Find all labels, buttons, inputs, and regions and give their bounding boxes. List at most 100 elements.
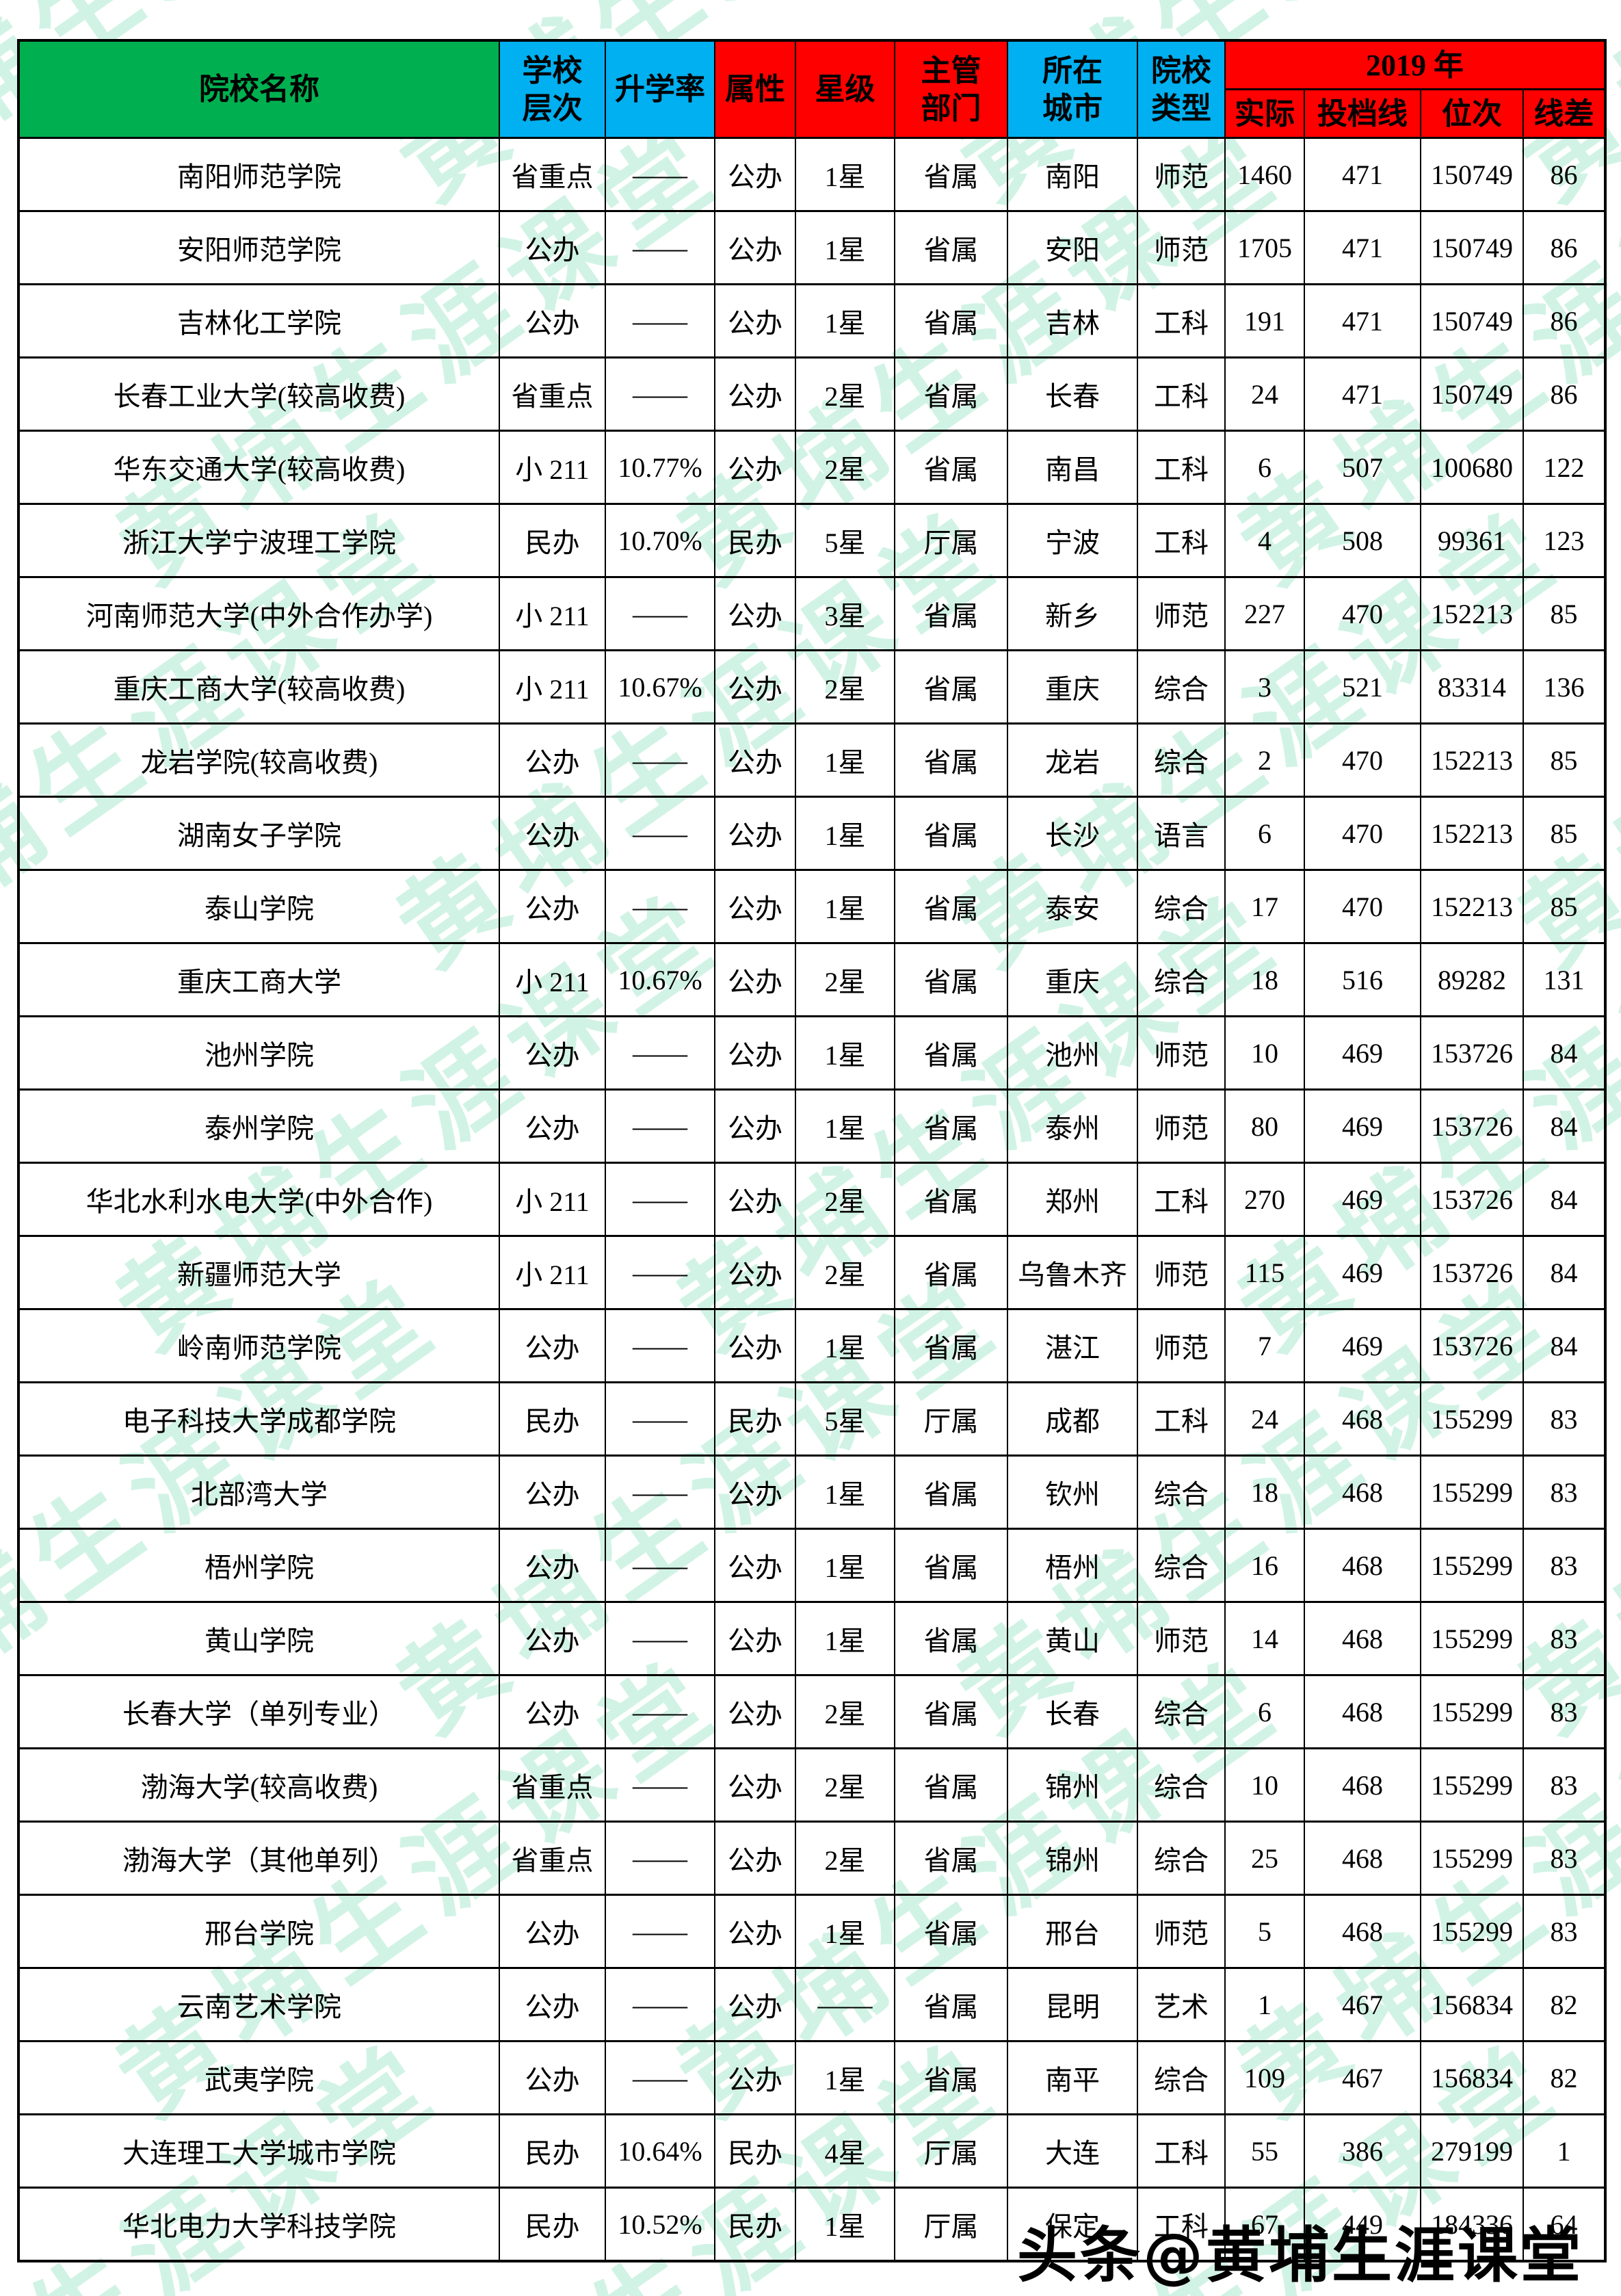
cell-rank: 150749 — [1420, 137, 1524, 212]
cell-cutoff-line: 468 — [1304, 1528, 1421, 1603]
cell-department: 省属 — [894, 1162, 1008, 1237]
cell-city: 成都 — [1007, 1381, 1138, 1457]
cell-rank: 155299 — [1420, 1894, 1524, 1969]
cell-actual: 10 — [1224, 1747, 1305, 1823]
cell-school-level: 公办 — [499, 1674, 606, 1749]
cell-department: 省属 — [894, 1088, 1008, 1164]
cell-department: 省属 — [894, 356, 1008, 432]
cell-type: 综合 — [1137, 722, 1226, 798]
cell-actual: 1460 — [1224, 137, 1305, 212]
table-row: 岭南师范学院 公办 —— 公办 1星 省属 湛江 师范 7 469 153726 84 — [18, 1308, 1606, 1383]
cell-school-name: 黄山学院 — [18, 1601, 500, 1676]
cell-school-level: 省重点 — [499, 1747, 606, 1823]
table-row: 新疆师范大学小 211 —— 公办 2星 省属 乌鲁木齐 师范 115 469 153726 84 — [18, 1235, 1606, 1310]
cell-star: 3星 — [795, 576, 895, 651]
cell-line-diff: 136 — [1523, 649, 1606, 725]
cell-star: 1星 — [795, 1894, 895, 1969]
cell-actual: 6 — [1224, 1674, 1305, 1749]
cell-department: 厅属 — [894, 503, 1008, 578]
cell-school-name: 华北电力大学科技学院 — [18, 2187, 500, 2262]
cell-department: 省属 — [894, 1015, 1008, 1091]
cell-school-level: 公办 — [499, 210, 606, 285]
table-row: 泰山学院 公办 —— 公办 1星 省属 泰安 综合 17 470 152213 85 — [18, 869, 1606, 944]
cell-rank: 152213 — [1420, 722, 1524, 798]
cell-star: 1星 — [795, 722, 895, 798]
cell-city: 池州 — [1007, 1015, 1138, 1091]
cell-type: 工科 — [1137, 1162, 1226, 1237]
cell-rate: —— — [605, 722, 715, 798]
cell-school-name: 邢台学院 — [18, 1894, 500, 1969]
cell-department: 厅属 — [894, 2187, 1008, 2262]
cell-department: 省属 — [894, 796, 1008, 871]
cell-actual: 6 — [1224, 430, 1305, 505]
cell-city: 长春 — [1007, 1674, 1138, 1749]
cell-attribute: 民办 — [714, 503, 796, 578]
cell-line-diff: 84 — [1523, 1015, 1606, 1091]
table-row: 华东交通大学(较高收费) 小 211 10.77% 公办 2星 省属 南昌 工科 6 507 100… — [18, 430, 1606, 505]
cell-school-name: 华东交通大学(较高收费) — [18, 430, 500, 505]
cell-attribute: 公办 — [714, 722, 796, 798]
cell-actual: 3 — [1224, 649, 1305, 725]
table-row: 邢台学院 公办 —— 公办 1星 省属 邢台 师范 5 468 155299 83 — [18, 1894, 1606, 1969]
table-row: 云南艺术学院 公办 —— 公办 —— 省属 昆明 艺术 1 467 156834 82 — [18, 1967, 1606, 2042]
cell-city: 邢台 — [1007, 1894, 1138, 1969]
cell-type: 综合 — [1137, 649, 1226, 725]
cell-department: 省属 — [894, 1894, 1008, 1969]
col-header-star: 星级 — [795, 39, 895, 139]
cell-attribute: 民办 — [714, 2113, 796, 2189]
col-header-actual: 实际 — [1224, 88, 1305, 139]
cell-star: 1星 — [795, 2187, 895, 2262]
cell-cutoff-line: 470 — [1304, 869, 1421, 944]
cell-rate: —— — [605, 1894, 715, 1969]
cell-school-name: 新疆师范大学 — [18, 1235, 500, 1310]
cell-cutoff-line: 516 — [1304, 942, 1421, 1017]
cell-cutoff-line: 469 — [1304, 1235, 1421, 1310]
cell-school-level: 公办 — [499, 796, 606, 871]
cell-actual: 24 — [1224, 356, 1305, 432]
table-row: 龙岩学院(较高收费) 公办 —— 公办 1星 省属 龙岩 综合 2 470 152213 85 — [18, 722, 1606, 798]
cell-school-level: 小 211 — [499, 1162, 606, 1237]
cell-school-level: 小 211 — [499, 1235, 606, 1310]
cell-cutoff-line: 470 — [1304, 576, 1421, 651]
cell-rate: 10.67% — [605, 649, 715, 725]
table-row: 河南师范大学(中外合作办学) 小 211 —— 公办 3星 省属 新乡 师范 227 470 152… — [18, 576, 1606, 651]
cell-school-level: 省重点 — [499, 356, 606, 432]
cell-school-name: 渤海大学(较高收费) — [18, 1747, 500, 1823]
cell-department: 省属 — [894, 1601, 1008, 1676]
cell-rate: —— — [605, 283, 715, 358]
cell-rate: —— — [605, 576, 715, 651]
cell-actual: 55 — [1224, 2113, 1305, 2189]
cell-actual: 25 — [1224, 1821, 1305, 1896]
col-header-attribute: 属性 — [714, 39, 796, 139]
cell-school-name: 北部湾大学 — [18, 1454, 500, 1530]
cell-city: 新乡 — [1007, 576, 1138, 651]
cell-city: 重庆 — [1007, 649, 1138, 725]
cell-star: —— — [795, 1967, 895, 2042]
cell-city: 长春 — [1007, 356, 1138, 432]
cell-star: 1星 — [795, 1454, 895, 1530]
table-row: 湖南女子学院 公办 —— 公办 1星 省属 长沙 语言 6 470 152213 85 — [18, 796, 1606, 871]
cell-actual: 24 — [1224, 1381, 1305, 1457]
cell-rank: 155299 — [1420, 1381, 1524, 1457]
cell-department: 省属 — [894, 869, 1008, 944]
cell-type: 师范 — [1137, 1015, 1226, 1091]
cell-cutoff-line: 468 — [1304, 1381, 1421, 1457]
table-row: 长春工业大学(较高收费) 省重点 —— 公办 2星 省属 长春 工科 24 471 150749 86 — [18, 356, 1606, 432]
cell-type: 工科 — [1137, 1381, 1226, 1457]
table-row: 北部湾大学 公办 —— 公办 1星 省属 钦州 综合 18 468 155299 83 — [18, 1454, 1606, 1530]
cell-rate: 10.52% — [605, 2187, 715, 2262]
cell-attribute: 公办 — [714, 356, 796, 432]
cell-rate: 10.67% — [605, 942, 715, 1017]
cell-school-name: 南阳师范学院 — [18, 137, 500, 212]
cell-city: 泰州 — [1007, 1088, 1138, 1164]
cell-cutoff-line: 386 — [1304, 2113, 1421, 2189]
cell-school-level: 小 211 — [499, 649, 606, 725]
cell-star: 2星 — [795, 1821, 895, 1896]
cell-rank: 153726 — [1420, 1308, 1524, 1383]
table-row: 渤海大学(较高收费) 省重点 —— 公办 2星 省属 锦州 综合 10 468 155299 83 — [18, 1747, 1606, 1823]
col-header-school-name: 院校名称 — [18, 39, 500, 139]
cell-school-name: 长春工业大学(较高收费) — [18, 356, 500, 432]
cell-city: 郑州 — [1007, 1162, 1138, 1237]
table-row: 安阳师范学院 公办 —— 公办 1星 省属 安阳 师范 1705 471 150749 86 — [18, 210, 1606, 285]
cell-school-name: 安阳师范学院 — [18, 210, 500, 285]
